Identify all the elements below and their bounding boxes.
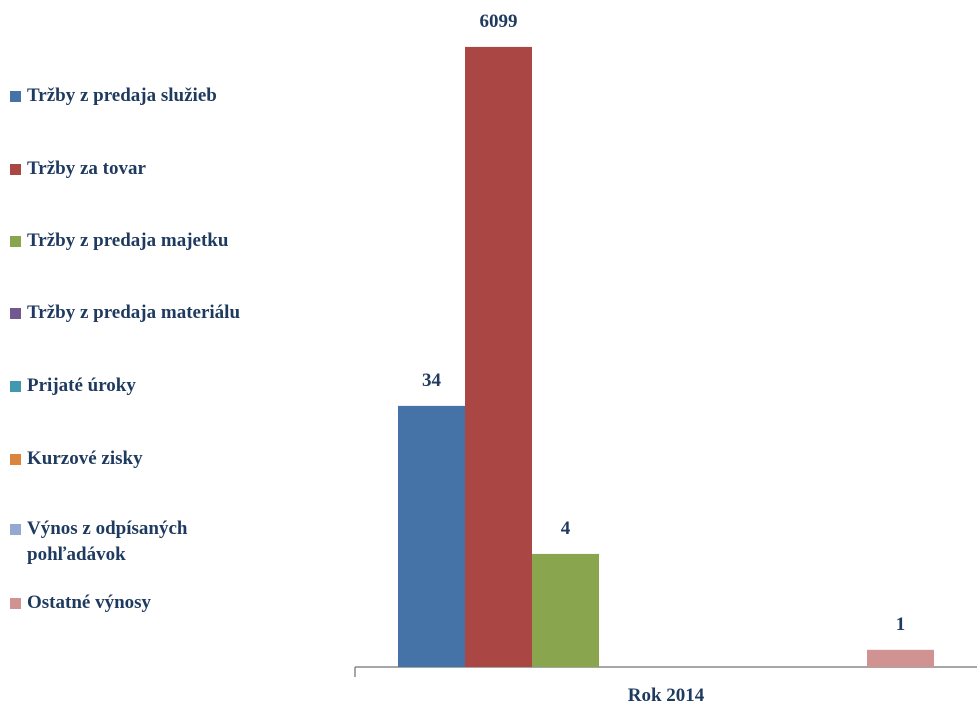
value-label: 4 xyxy=(561,518,571,539)
x-tick-label: Rok 2014 xyxy=(628,685,705,706)
bar xyxy=(398,405,465,667)
legend-item: Tržby za tovar xyxy=(10,156,260,182)
legend-item: Tržby z predaja služieb xyxy=(10,83,260,109)
legend-label: Prijaté úroky xyxy=(27,375,136,396)
legend-label: Tržby z predaja majetku xyxy=(27,230,229,251)
legend-swatch xyxy=(10,91,21,102)
legend-label: Tržby z predaja materiálu xyxy=(27,302,241,323)
legend-item: Kurzové zisky xyxy=(10,446,260,472)
legend-item: Prijaté úroky xyxy=(10,373,260,399)
value-label: 6099 xyxy=(480,11,518,32)
bar xyxy=(532,553,599,667)
value-label: 1 xyxy=(896,614,906,635)
legend-item: Tržby z predaja materiálu xyxy=(10,300,260,326)
legend-swatch xyxy=(10,381,21,392)
legend-label: Kurzové zisky xyxy=(27,448,143,469)
legend-swatch xyxy=(10,308,21,319)
bar xyxy=(465,46,532,667)
legend-label: Ostatné výnosy xyxy=(27,592,152,613)
legend-item: Tržby z predaja majetku xyxy=(10,228,260,254)
legend-swatch xyxy=(10,454,21,465)
legend-item: Ostatné výnosy xyxy=(10,590,260,616)
legend-swatch xyxy=(10,164,21,175)
legend-swatch xyxy=(10,598,21,609)
legend-label: Tržby z predaja služieb xyxy=(27,85,217,106)
value-label: 34 xyxy=(422,370,442,391)
legend-swatch xyxy=(10,524,21,535)
bar xyxy=(867,649,934,667)
legend-label: Tržby za tovar xyxy=(27,158,146,179)
legend-swatch xyxy=(10,236,21,247)
legend-item: Výnos z odpísaných pohľadávok xyxy=(10,516,260,568)
legend-label: Výnos z odpísaných pohľadávok xyxy=(27,518,188,565)
